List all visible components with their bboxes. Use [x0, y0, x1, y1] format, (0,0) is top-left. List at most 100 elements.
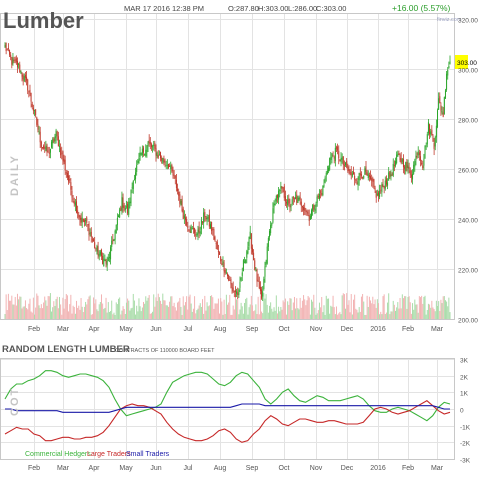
candle-body: [435, 125, 437, 138]
volume-bar: [132, 293, 134, 319]
candle-body: [37, 124, 39, 130]
candle-body: [367, 173, 369, 178]
volume-bar: [51, 311, 53, 319]
volume-bar: [209, 295, 211, 319]
volume-bar: [64, 299, 66, 319]
candle-body: [389, 171, 391, 177]
candle-body: [377, 192, 379, 196]
volume-bar: [426, 309, 428, 319]
candle-body: [237, 292, 239, 296]
candle-body: [355, 179, 357, 181]
volume-bar: [45, 300, 47, 319]
volume-bar: [7, 293, 9, 319]
candle-body: [119, 209, 121, 218]
volume-bar: [204, 295, 206, 319]
volume-bar: [300, 307, 302, 319]
candle-body: [148, 140, 150, 144]
candle-body: [291, 199, 293, 205]
candle-body: [180, 200, 182, 205]
candle-body: [47, 150, 49, 152]
volume-bar: [145, 296, 147, 319]
last-price-label: 303.00: [457, 60, 477, 67]
volume-bar: [28, 303, 30, 319]
candle-body: [11, 57, 13, 65]
volume-bar: [286, 314, 288, 319]
candle-body: [39, 131, 41, 143]
cot-axis: 3K 2K 1K 0 -1K -2K -3K: [460, 358, 471, 465]
candle-body: [19, 64, 21, 73]
candle-body: [399, 155, 401, 161]
candle-body: [443, 97, 445, 115]
volume-bar: [20, 296, 22, 319]
candle-body: [239, 282, 241, 288]
candle-body: [98, 253, 100, 257]
volume-bar: [307, 296, 309, 319]
volume-bar: [181, 314, 183, 319]
volume-bar: [372, 296, 374, 319]
candle-body: [161, 157, 163, 161]
candle-body: [284, 196, 286, 202]
volume-bar: [262, 313, 264, 319]
volume-bar: [437, 306, 439, 319]
candle-body: [190, 227, 192, 234]
volume-bar: [183, 305, 185, 319]
volume-bar: [163, 300, 165, 319]
volume-bar: [267, 312, 269, 319]
candle-body: [95, 248, 97, 250]
volume-bar: [111, 300, 113, 319]
candle-body: [32, 107, 34, 111]
volume-bar: [23, 306, 25, 319]
candle-body: [112, 239, 114, 242]
candle-body: [357, 181, 359, 186]
cot-tick-label: -2K: [460, 441, 471, 448]
candle-body: [89, 232, 91, 234]
price-month-label: Dec: [341, 326, 354, 333]
volume-bar: [106, 312, 108, 319]
volume-bar: [257, 296, 259, 319]
volume-bar: [429, 304, 431, 319]
candle-body: [202, 221, 204, 223]
candle-body: [414, 160, 416, 167]
volume-bar: [41, 308, 43, 319]
volume-bar: [115, 302, 117, 319]
candle-body: [406, 161, 408, 169]
candle-body: [175, 179, 177, 188]
volume-bar: [35, 307, 37, 319]
candle-body: [257, 279, 259, 281]
price-candles: [4, 42, 451, 302]
candle-body: [87, 224, 89, 226]
volume-bar: [326, 298, 328, 319]
volume-bar: [11, 295, 13, 319]
volume-bar: [339, 311, 341, 319]
candle-body: [387, 182, 389, 186]
volume-bar: [333, 307, 335, 319]
candle-body: [308, 215, 310, 221]
volume-bar: [375, 307, 377, 319]
volume-bar: [228, 302, 230, 319]
volume-bar: [288, 304, 290, 319]
candle-body: [85, 219, 87, 222]
candle-body: [407, 165, 409, 168]
price-tick-label: 220.00: [458, 268, 478, 275]
candle-body: [10, 54, 12, 58]
volume-bar: [359, 311, 361, 319]
volume-bar: [291, 310, 293, 319]
volume-bar: [438, 301, 440, 319]
volume-bar: [382, 296, 384, 319]
volume-bar: [349, 312, 351, 319]
volume-bar: [284, 298, 286, 319]
volume-bar: [231, 314, 233, 319]
cot-month-label: Feb: [28, 465, 40, 472]
candle-body: [332, 155, 334, 157]
candle-body: [236, 291, 238, 294]
candle-body: [82, 218, 84, 222]
volume-bar: [293, 296, 295, 319]
cot-month-label: Oct: [279, 465, 290, 472]
volume-bar: [90, 314, 92, 319]
cot-gridlines: [1, 359, 454, 460]
volume-bar: [256, 313, 258, 319]
volume-bar: [83, 306, 85, 319]
candle-body: [9, 50, 11, 55]
candle-body: [150, 144, 152, 148]
candle-body: [231, 284, 233, 289]
